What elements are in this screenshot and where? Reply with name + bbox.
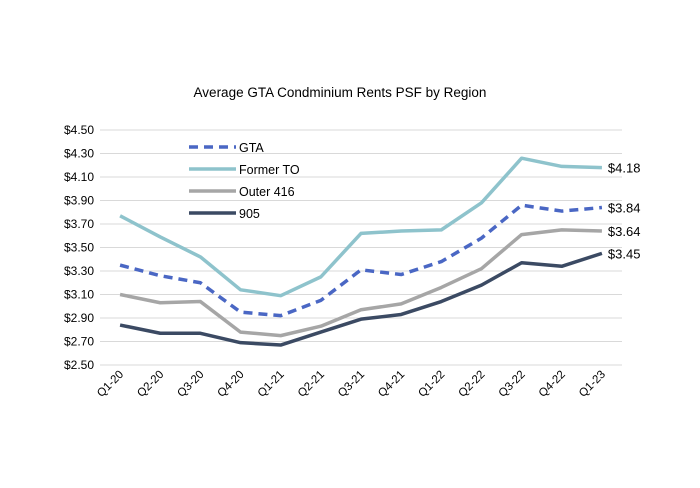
- end-value-label: $3.84: [608, 201, 641, 216]
- y-tick-label: $4.30: [64, 147, 94, 161]
- x-tick-label: Q4-22: [537, 369, 568, 400]
- y-tick-label: $4.50: [64, 123, 94, 137]
- y-tick-label: $2.50: [64, 358, 94, 372]
- legend-label: GTA: [239, 141, 264, 155]
- x-tick-label: Q4-20: [216, 369, 247, 400]
- x-tick-label: Q3-21: [336, 369, 367, 400]
- legend-label: 905: [239, 207, 260, 221]
- legend-label: Outer 416: [239, 185, 295, 199]
- x-tick-label: Q1-21: [256, 369, 287, 400]
- series-line-905: [119, 251, 603, 347]
- y-tick-label: $2.90: [64, 311, 94, 325]
- y-tick-label: $3.10: [64, 288, 94, 302]
- series-line-gta: [119, 203, 603, 318]
- y-tick-label: $4.10: [64, 170, 94, 184]
- x-tick-label: Q1-20: [95, 369, 126, 400]
- series-line-former-to: [119, 156, 602, 298]
- chart-title: Average GTA Condminium Rents PSF by Regi…: [194, 85, 487, 100]
- legend-label: Former TO: [239, 163, 300, 177]
- x-tick-label: Q3-20: [175, 369, 206, 400]
- x-tick-label: Q2-22: [456, 369, 487, 400]
- y-tick-label: $2.70: [64, 335, 94, 349]
- y-tick-label: $3.70: [64, 217, 94, 231]
- y-tick-label: $3.90: [64, 194, 94, 208]
- x-tick-label: Q4-21: [376, 369, 407, 400]
- x-tick-label: Q3-22: [497, 369, 528, 400]
- series-line-outer-416: [119, 228, 602, 338]
- x-tick-label: Q2-21: [296, 369, 327, 400]
- end-value-label: $3.64: [608, 224, 641, 239]
- x-tick-label: Q2-20: [135, 369, 166, 400]
- end-value-label: $3.45: [608, 246, 641, 261]
- x-tick-label: Q1-22: [416, 369, 447, 400]
- y-tick-label: $3.30: [64, 264, 94, 278]
- y-tick-label: $3.50: [64, 241, 94, 255]
- end-value-label: $4.18: [608, 161, 641, 176]
- x-tick-label: Q1-23: [577, 369, 608, 400]
